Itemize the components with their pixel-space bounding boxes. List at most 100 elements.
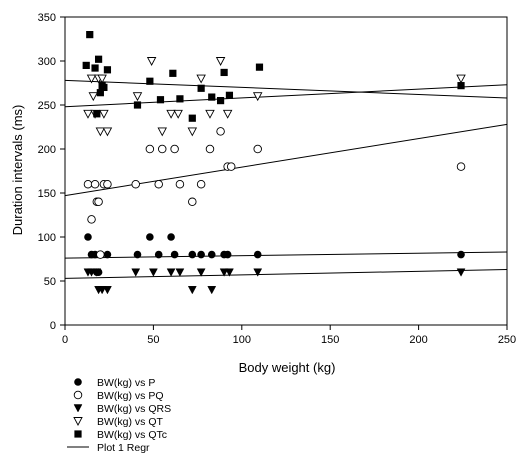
y-tick-label-1: 50 bbox=[44, 276, 56, 288]
data-point-s4-16 bbox=[208, 93, 216, 101]
data-point-s1-19 bbox=[226, 162, 236, 171]
legend-marker-2 bbox=[73, 404, 83, 413]
data-point-s4-1 bbox=[86, 31, 94, 39]
data-point-s3-1 bbox=[86, 74, 97, 84]
data-point-s3-7 bbox=[99, 109, 109, 119]
y-tick-label-3: 150 bbox=[38, 188, 56, 200]
data-point-s3-12 bbox=[166, 109, 176, 119]
legend-label-2: BW(kg) vs QRS bbox=[97, 403, 171, 415]
y-tick-label-7: 350 bbox=[38, 12, 56, 24]
data-point-s1-10 bbox=[154, 179, 163, 189]
data-point-s1-15 bbox=[196, 179, 206, 189]
data-point-s2-1 bbox=[87, 268, 96, 277]
legend-marker-0 bbox=[74, 378, 82, 386]
x-tick-label-1: 50 bbox=[147, 334, 159, 346]
data-point-s1-12 bbox=[170, 144, 179, 154]
data-point-s3-18 bbox=[222, 109, 233, 119]
data-point-s1-5 bbox=[96, 250, 105, 259]
data-point-s0-8 bbox=[146, 233, 154, 241]
data-point-s4-0 bbox=[82, 61, 90, 69]
y-axis-title: Duration intervals (ms) bbox=[10, 105, 25, 236]
legend-label-4: BW(kg) vs QTc bbox=[97, 429, 167, 441]
data-point-s2-4 bbox=[97, 286, 107, 295]
data-point-s4-3 bbox=[93, 110, 101, 118]
data-point-s4-14 bbox=[188, 114, 196, 122]
data-point-s3-10 bbox=[146, 57, 157, 66]
data-point-s4-5 bbox=[96, 89, 104, 97]
data-point-s4-17 bbox=[216, 97, 225, 105]
data-point-s3-19 bbox=[252, 92, 263, 102]
plot-frame bbox=[64, 16, 508, 326]
data-point-s3-15 bbox=[196, 74, 206, 84]
data-point-s2-5 bbox=[103, 286, 112, 295]
data-point-s4-21 bbox=[457, 82, 465, 90]
legend-label-5: Plot 1 Regr bbox=[97, 442, 150, 454]
plot-area: 0 50 100 150 200 250 0 50 100 150 200 250 300 350 bbox=[38, 12, 516, 346]
legend-marker-4 bbox=[74, 430, 82, 438]
data-point-s4-13 bbox=[176, 95, 184, 103]
legend-marker-3 bbox=[73, 417, 83, 426]
legend-marker-1 bbox=[73, 390, 83, 400]
y-tick-label-0: 0 bbox=[50, 320, 56, 332]
data-point-s4-12 bbox=[169, 69, 177, 77]
x-tick-label-2: 100 bbox=[233, 334, 251, 346]
data-point-s0-7 bbox=[133, 250, 142, 259]
data-point-s4-4 bbox=[94, 55, 103, 63]
data-point-s4-15 bbox=[197, 84, 205, 92]
y-tick-label-2: 100 bbox=[38, 232, 56, 244]
regression-line-1 bbox=[64, 269, 508, 279]
data-point-s4-7 bbox=[100, 83, 108, 91]
data-point-s3-20 bbox=[456, 74, 466, 84]
data-point-s0-14 bbox=[207, 250, 216, 259]
x-axis-title: Body weight (kg) bbox=[239, 360, 336, 375]
x-tick-label-0: 0 bbox=[62, 334, 68, 346]
data-point-s3-16 bbox=[205, 109, 215, 119]
data-point-s0-0 bbox=[84, 233, 92, 241]
data-point-s4-19 bbox=[225, 91, 234, 99]
regression-line-3 bbox=[64, 79, 508, 99]
y-tick-label-4: 200 bbox=[38, 144, 56, 156]
data-point-s0-13 bbox=[197, 250, 205, 259]
data-point-s0-18 bbox=[457, 250, 465, 259]
data-point-s3-17 bbox=[215, 57, 226, 66]
data-point-s2-11 bbox=[196, 268, 206, 277]
y-tick-label-5: 250 bbox=[38, 100, 56, 112]
data-point-s0-16 bbox=[223, 250, 232, 259]
data-point-s2-13 bbox=[219, 268, 229, 277]
data-point-s2-10 bbox=[187, 286, 197, 295]
series-0 bbox=[84, 233, 465, 277]
data-point-s4-20 bbox=[255, 63, 264, 71]
data-point-s1-14 bbox=[188, 197, 197, 207]
y-tick-label-6: 300 bbox=[38, 56, 56, 68]
data-point-s3-9 bbox=[132, 92, 143, 102]
data-point-s1-9 bbox=[145, 144, 155, 154]
data-point-s3-0 bbox=[83, 109, 93, 119]
data-point-s2-7 bbox=[148, 268, 158, 277]
series-1 bbox=[83, 127, 466, 259]
series-4 bbox=[82, 31, 465, 122]
data-point-s2-8 bbox=[166, 268, 176, 277]
data-point-s2-16 bbox=[456, 268, 466, 277]
series-2 bbox=[83, 268, 466, 295]
data-point-s4-11 bbox=[156, 96, 165, 104]
data-point-s1-21 bbox=[456, 162, 466, 171]
data-point-s3-2 bbox=[88, 92, 99, 102]
data-point-s1-1 bbox=[87, 215, 96, 224]
data-point-s1-16 bbox=[205, 144, 215, 154]
data-point-s4-10 bbox=[146, 77, 154, 85]
data-point-s2-12 bbox=[207, 286, 217, 295]
x-tick-label-5: 250 bbox=[498, 334, 516, 346]
data-point-s1-4 bbox=[94, 197, 103, 207]
data-point-s1-0 bbox=[83, 179, 93, 189]
data-point-s1-13 bbox=[175, 179, 185, 189]
data-point-s2-15 bbox=[253, 268, 263, 277]
data-point-s1-7 bbox=[103, 179, 112, 189]
data-point-s2-2 bbox=[92, 268, 102, 277]
data-point-s4-18 bbox=[220, 68, 228, 77]
data-point-s3-11 bbox=[157, 127, 167, 137]
data-point-s3-14 bbox=[187, 127, 198, 137]
data-point-s1-2 bbox=[90, 179, 100, 189]
data-point-s3-13 bbox=[173, 109, 183, 119]
